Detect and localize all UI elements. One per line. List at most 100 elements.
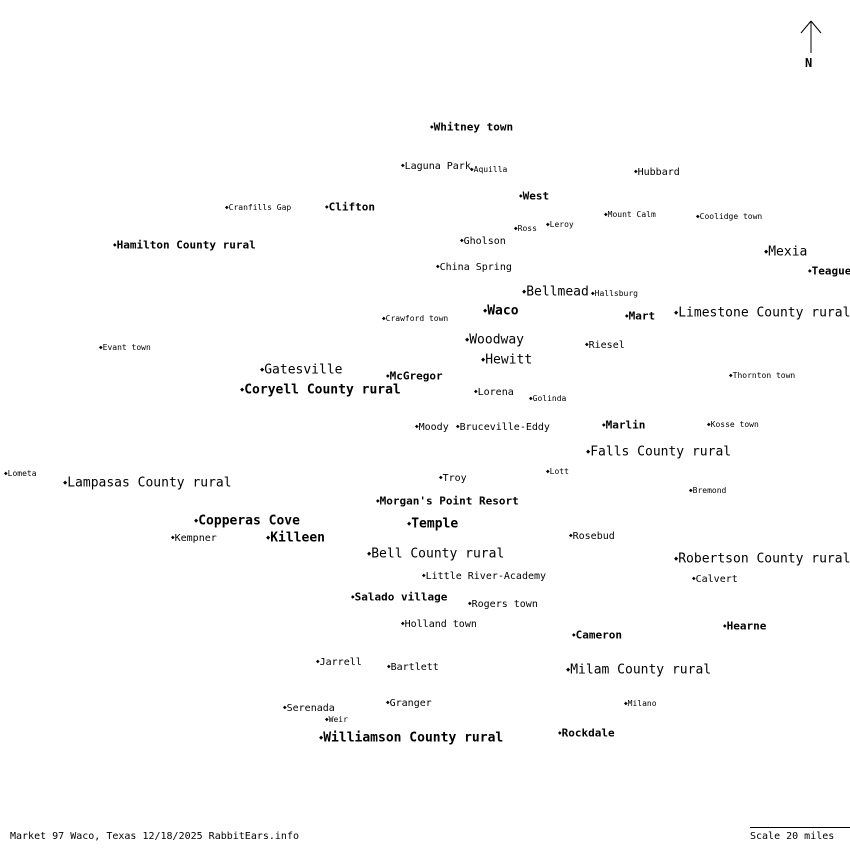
place-label: ◆Milano (624, 700, 657, 708)
place-marker-icon: ◆ (240, 385, 245, 394)
place-label: ◆Bell County rural (367, 548, 504, 561)
place-name: Serenada (286, 703, 335, 714)
place-marker-icon: ◆ (729, 371, 733, 379)
place-label: ◆Lorena (474, 388, 514, 398)
place-label: ◆Bruceville-Eddy (456, 423, 550, 433)
place-name: McGregor (389, 369, 443, 383)
place-label: ◆Milam County rural (566, 664, 711, 677)
scale-bar (750, 827, 850, 828)
place-name: West (522, 189, 550, 203)
place-name: Evant town (102, 343, 151, 352)
place-label: ◆Granger (386, 699, 432, 709)
place-label: ◆Leroy (546, 221, 574, 229)
place-name: Rosebud (572, 531, 615, 542)
place-marker-icon: ◆ (566, 665, 571, 674)
place-name: Milano (627, 699, 657, 708)
place-name: Weir (328, 715, 348, 724)
place-label: ◆Mexia (764, 246, 807, 259)
place-marker-icon: ◆ (519, 192, 523, 200)
place-name: Lometa (7, 469, 37, 478)
place-name: Kosse town (710, 420, 759, 429)
place-marker-icon: ◆ (634, 168, 638, 175)
place-label: ◆Thornton town (729, 372, 795, 380)
place-label: ◆Rosebud (569, 532, 615, 542)
place-marker-icon: ◆ (602, 421, 606, 429)
place-marker-icon: ◆ (674, 554, 679, 563)
place-label: ◆Cranfills Gap (225, 204, 291, 212)
place-marker-icon: ◆ (483, 306, 488, 315)
place-label: ◆Lometa (4, 470, 37, 478)
place-name: Teague (811, 265, 850, 277)
place-label: ◆West (519, 191, 549, 202)
place-name: Coolidge town (699, 212, 763, 221)
place-name: Copperas Cove (198, 513, 300, 529)
place-label: ◆Hubbard (634, 168, 680, 178)
place-name: Calvert (695, 574, 738, 585)
place-name: Salado village (354, 590, 448, 604)
place-label: ◆Evant town (99, 344, 151, 352)
place-label: ◆Golinda (529, 395, 566, 403)
place-marker-icon: ◆ (674, 308, 679, 317)
place-name: Kempner (174, 533, 217, 544)
place-label: ◆Weir (325, 716, 348, 724)
place-name: Ross (517, 224, 537, 233)
place-label: ◆Limestone County rural (674, 307, 850, 320)
place-marker-icon: ◆ (260, 365, 265, 374)
place-label: ◆Rogers town (468, 600, 538, 610)
place-label: ◆Kempner (171, 534, 217, 544)
place-marker-icon: ◆ (113, 241, 117, 249)
place-name: Williamson County rural (323, 730, 504, 746)
place-label: ◆Hearne (723, 621, 766, 632)
place-label: ◆Killeen (266, 532, 325, 545)
place-label: ◆Woodway (465, 334, 524, 347)
place-label: ◆Falls County rural (586, 446, 731, 459)
place-marker-icon: ◆ (456, 423, 460, 430)
scale-label: Scale 20 miles (750, 831, 835, 842)
place-label: ◆Lott (546, 468, 569, 476)
place-label: ◆Gholson (460, 237, 506, 247)
place-label: ◆Crawford town (382, 315, 448, 323)
place-label: ◆Moody (415, 423, 449, 433)
place-name: Golinda (532, 394, 567, 403)
place-marker-icon: ◆ (465, 335, 470, 344)
place-label: ◆Bellmead (522, 286, 589, 299)
place-marker-icon: ◆ (386, 372, 390, 380)
place-label: ◆Bremond (689, 487, 726, 495)
place-marker-icon: ◆ (723, 622, 727, 630)
place-marker-icon: ◆ (529, 394, 533, 402)
place-label: ◆Laguna Park (401, 162, 471, 172)
place-name: Milam County rural (570, 662, 712, 678)
place-marker-icon: ◆ (171, 534, 175, 541)
north-label: N (805, 56, 813, 70)
place-label: ◆Troy (439, 474, 467, 484)
place-name: China Spring (439, 262, 512, 273)
place-name: Hubbard (637, 167, 680, 178)
place-label: ◆Williamson County rural (319, 732, 503, 745)
place-name: Gholson (463, 236, 506, 247)
place-marker-icon: ◆ (514, 224, 518, 232)
place-marker-icon: ◆ (386, 699, 390, 706)
place-name: Woodway (469, 332, 525, 348)
place-marker-icon: ◆ (481, 355, 486, 364)
place-name: Whitney town (433, 120, 514, 134)
place-name: Waco (487, 303, 519, 319)
place-marker-icon: ◆ (689, 486, 693, 494)
place-label: ◆Waco (483, 305, 519, 318)
place-label: ◆Lampasas County rural (63, 477, 232, 490)
place-marker-icon: ◆ (63, 478, 68, 487)
place-marker-icon: ◆ (692, 575, 696, 582)
place-marker-icon: ◆ (808, 267, 812, 275)
place-marker-icon: ◆ (387, 663, 391, 670)
place-label: ◆Hamilton County rural (113, 240, 256, 251)
place-label: ◆Copperas Cove (194, 515, 300, 528)
place-marker-icon: ◆ (696, 212, 700, 220)
place-name: Robertson County rural (678, 552, 850, 566)
place-label: ◆Gatesville (260, 364, 343, 377)
place-marker-icon: ◆ (283, 704, 287, 711)
place-label: ◆Morgan's Point Resort (376, 496, 519, 507)
place-label: ◆Whitney town (430, 122, 513, 133)
place-label: ◆Riesel (585, 341, 625, 351)
place-name: Rockdale (561, 726, 615, 740)
place-label: ◆China Spring (436, 263, 512, 273)
